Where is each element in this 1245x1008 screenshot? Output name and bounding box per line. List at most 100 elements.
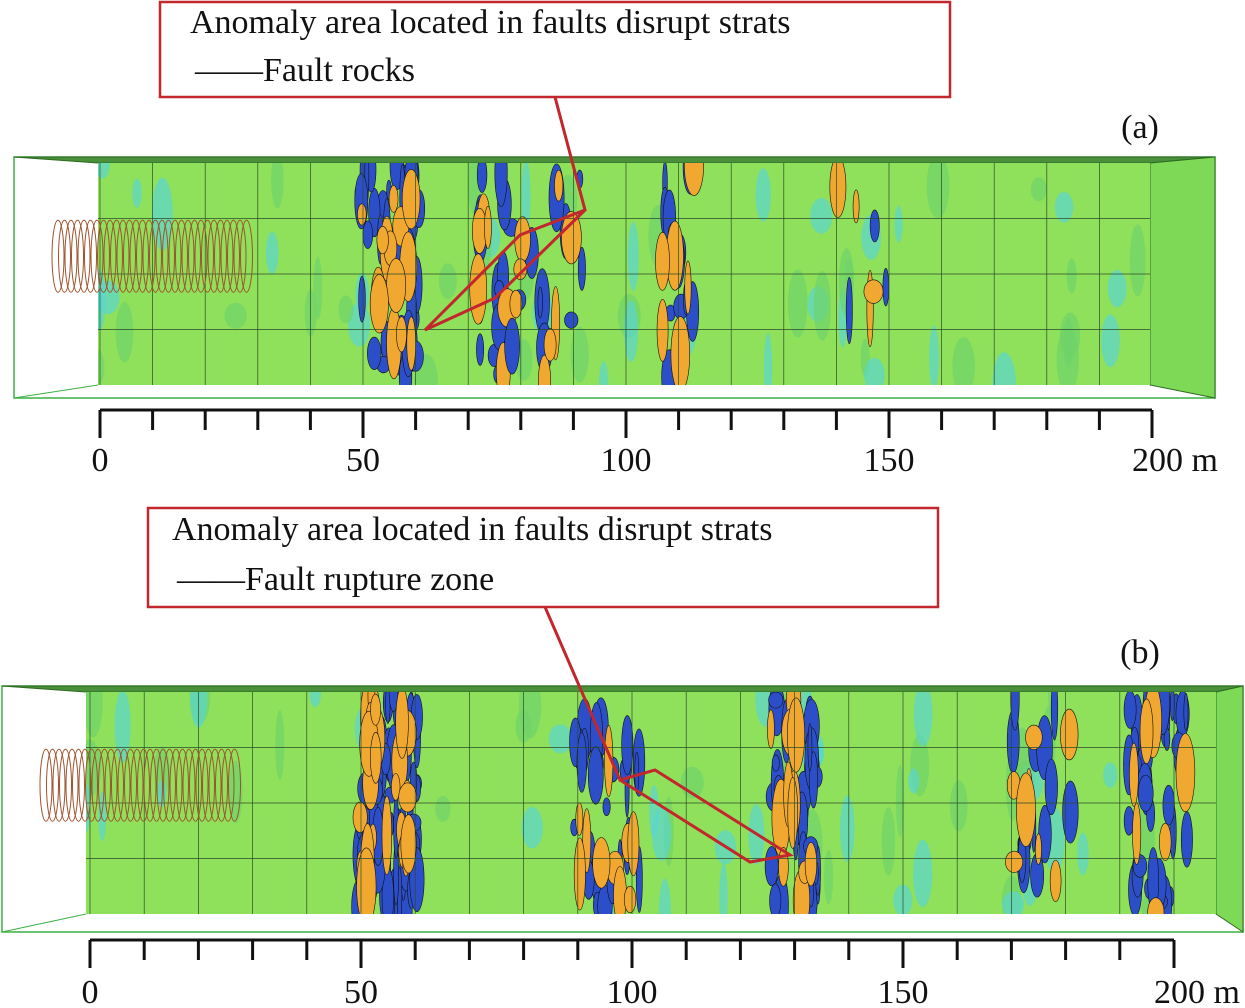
anomaly-orange [469, 253, 487, 325]
tunnel-ring [175, 219, 188, 293]
anomaly-blue [1162, 784, 1175, 826]
tunnel-ring [84, 219, 97, 293]
anomaly-orange [804, 842, 818, 887]
anomaly-orange [1132, 802, 1142, 865]
panel: Anomaly area located in faults disrupt s… [13, 0, 1218, 479]
anomaly-orange [1175, 733, 1196, 813]
tunnel-ring [181, 219, 195, 293]
anomaly-blue [807, 723, 813, 772]
tunnel-ring [136, 219, 149, 293]
background-wave [1077, 832, 1089, 876]
tunnel-ring [58, 219, 71, 293]
background-wave [658, 878, 671, 914]
background-wave [813, 271, 831, 341]
anomaly-blue [771, 754, 780, 772]
tunnel-ring [129, 219, 143, 293]
anomaly-blue [845, 276, 853, 344]
anomaly-orange [398, 782, 417, 813]
anomaly-blue [494, 163, 508, 207]
tunnel-ring [91, 748, 105, 822]
tunnel-ring [220, 219, 234, 293]
anomaly-blue [564, 311, 579, 329]
anomaly-blue [634, 751, 640, 794]
background-wave [265, 231, 279, 275]
scale-label: 100 [607, 974, 658, 1008]
anomaly-blue [869, 209, 880, 243]
anomaly-orange [352, 801, 368, 833]
tunnel-ring [163, 748, 176, 822]
tunnel-ring [123, 219, 136, 293]
anomaly-blue [1137, 774, 1154, 812]
tunnel-ring [208, 748, 222, 822]
anomaly-orange [400, 814, 417, 874]
tunnel-ring [85, 748, 98, 822]
background-wave [992, 352, 1016, 385]
edge [13, 384, 99, 399]
background-wave [1060, 312, 1081, 359]
background-wave [1129, 224, 1146, 297]
anomaly-orange [573, 837, 586, 911]
panel-label: (b) [1120, 634, 1160, 671]
background-wave [1066, 258, 1077, 294]
tunnel-ring [227, 219, 240, 293]
background-wave [224, 302, 247, 329]
anomaly-blue [769, 883, 782, 914]
background-wave [115, 302, 134, 363]
anomaly-orange [395, 692, 409, 759]
anomaly-blue [1062, 780, 1079, 844]
background-wave [627, 221, 639, 292]
tunnel-ring [71, 219, 84, 293]
anomaly-orange [670, 316, 691, 385]
background-wave [599, 361, 609, 385]
background-wave [438, 263, 457, 299]
tunnel-ring [72, 748, 85, 822]
tunnel-ring [103, 219, 117, 293]
tunnel-ring [240, 219, 253, 293]
tunnel-ring [97, 219, 110, 293]
anomaly-orange [386, 258, 407, 313]
background-wave [275, 709, 285, 780]
anomaly-blue [602, 797, 611, 817]
callout-text: Anomaly area located in faults disrupt s… [172, 511, 773, 548]
anomaly-blue [1123, 692, 1137, 729]
anomaly-orange [767, 709, 775, 749]
background-wave [651, 807, 672, 861]
anomaly-orange [356, 847, 377, 914]
tunnel-ring [215, 748, 228, 822]
callout-leader [423, 96, 587, 332]
background-wave [86, 692, 103, 738]
panel: Anomaly area located in faults disrupt s… [1, 506, 1244, 1008]
background-wave [950, 780, 968, 832]
background-wave [763, 333, 773, 385]
background-wave [908, 768, 920, 794]
anomaly-blue [577, 246, 586, 291]
background-wave [1002, 891, 1025, 914]
tunnel-ring [168, 219, 182, 293]
background-wave [1107, 269, 1127, 308]
background-wave [624, 300, 638, 362]
background-wave [338, 295, 354, 324]
background-wave [839, 795, 855, 862]
callout-text: ——Fault rocks [194, 52, 415, 89]
background-wave [518, 692, 542, 739]
tunnel-ring [111, 748, 124, 822]
anomaly-orange [391, 773, 401, 801]
tunnel-ring [189, 748, 202, 822]
scale-label: 0 [82, 974, 99, 1008]
tunnel-ring [98, 748, 111, 822]
background-wave [521, 163, 531, 234]
anomaly-orange [370, 731, 382, 784]
anomaly-blue [768, 692, 784, 709]
anomaly-orange [575, 802, 584, 836]
tunnel-ring [64, 219, 78, 293]
tunnel-ring [194, 219, 208, 293]
top-surface [1, 685, 1244, 693]
tunnel-ring [90, 219, 104, 293]
anomaly-orange [401, 169, 421, 230]
anomaly-orange [787, 697, 805, 773]
tunnel-ring [195, 748, 209, 822]
anomaly-orange [1016, 772, 1036, 847]
background-wave [548, 724, 572, 754]
scale-label: 200 m [1132, 442, 1218, 479]
anomaly-blue [1044, 758, 1058, 816]
